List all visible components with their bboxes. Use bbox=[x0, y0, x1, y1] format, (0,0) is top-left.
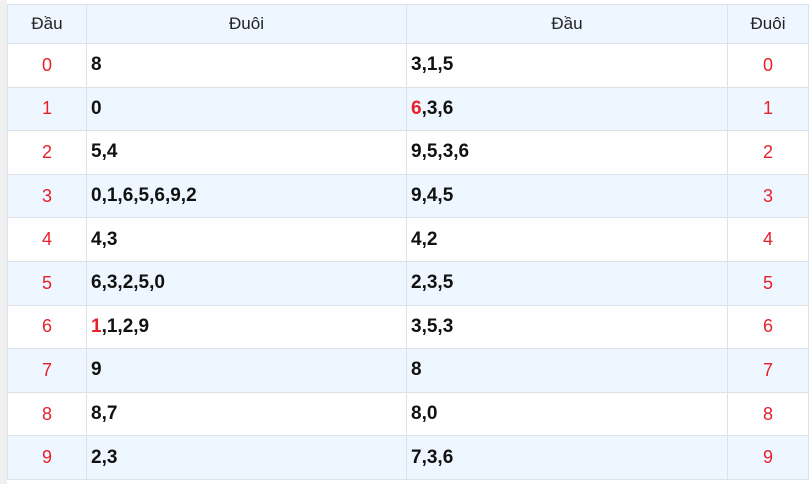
header-duoi-2: Đuôi bbox=[727, 4, 809, 44]
table-row: 7 9 8 7 bbox=[7, 348, 809, 393]
duoi-cell: 6,3,2,5,0 bbox=[86, 260, 407, 306]
cell-text: 6 bbox=[762, 316, 773, 337]
duoi-cell: 8,7 bbox=[86, 391, 407, 437]
cell-text: 8,0 bbox=[411, 403, 438, 425]
cell-text: 9 bbox=[762, 447, 773, 468]
dau-cell: 4 bbox=[7, 217, 87, 262]
cell-text: 3,5,3 bbox=[411, 315, 454, 337]
cell-text: 8,7 bbox=[91, 403, 118, 425]
duoi2-cell: 7 bbox=[727, 348, 809, 393]
cell-text: 5 bbox=[41, 272, 52, 293]
duoi2-cell: 3 bbox=[727, 173, 809, 219]
left-frame bbox=[0, 0, 7, 484]
duoi-cell: 4,3 bbox=[86, 217, 407, 262]
cell-text: 4,2 bbox=[411, 228, 438, 250]
dau2-cell: 4,2 bbox=[406, 217, 728, 262]
duoi2-cell: 8 bbox=[727, 391, 809, 437]
dau-cell: 8 bbox=[7, 391, 87, 437]
cell-text: 7 bbox=[41, 359, 52, 380]
cell-text: 4 bbox=[41, 229, 52, 250]
dau-cell: 3 bbox=[7, 173, 87, 219]
table-row: 5 6,3,2,5,0 2,3,5 5 bbox=[7, 260, 809, 306]
table-row: 9 2,3 7,3,6 9 bbox=[7, 435, 809, 480]
duoi-cell: 2,3 bbox=[86, 435, 407, 480]
dau2-cell: 8,0 bbox=[406, 391, 728, 437]
duoi-cell: 0 bbox=[86, 86, 407, 132]
cell-text: 2 bbox=[41, 141, 52, 162]
cell-text: ,1,2,9 bbox=[101, 315, 150, 337]
cell-text: 9,4,5 bbox=[411, 185, 454, 207]
cell-text: 2,3,5 bbox=[411, 272, 454, 294]
cell-text: 8 bbox=[762, 403, 773, 424]
cell-text: 9 bbox=[41, 447, 52, 468]
cell-text: 8 bbox=[411, 359, 422, 381]
dau-cell: 1 bbox=[7, 86, 87, 132]
cell-text: 2,3 bbox=[91, 446, 118, 468]
duoi2-cell: 2 bbox=[727, 130, 809, 175]
table-row: 1 0 6,3,6 1 bbox=[7, 86, 809, 132]
cell-text: 8 bbox=[91, 54, 102, 76]
dau-cell: 9 bbox=[7, 435, 87, 480]
cell-text: 7,3,6 bbox=[411, 446, 454, 468]
cell-text: 9,5,3,6 bbox=[411, 141, 470, 163]
dau2-cell: 9,4,5 bbox=[406, 173, 728, 219]
duoi2-cell: 6 bbox=[727, 304, 809, 350]
duoi-cell: 0,1,6,5,6,9,2 bbox=[86, 173, 407, 219]
cell-text: ,3,6 bbox=[421, 97, 454, 119]
cell-text: 4,3 bbox=[91, 228, 118, 250]
duoi2-cell: 0 bbox=[727, 43, 809, 88]
duoi-cell: 1,1,2,9 bbox=[86, 304, 407, 350]
highlight-digit: 1 bbox=[91, 315, 102, 337]
dau2-cell: 2,3,5 bbox=[406, 260, 728, 306]
cell-text: 0 bbox=[91, 97, 102, 119]
dau-cell: 6 bbox=[7, 304, 87, 350]
cell-text: 5 bbox=[762, 272, 773, 293]
cell-text: 3 bbox=[762, 185, 773, 206]
cell-text: 0 bbox=[762, 54, 773, 75]
duoi-cell: 5,4 bbox=[86, 130, 407, 175]
cell-text: 6 bbox=[41, 316, 52, 337]
dau-cell: 0 bbox=[7, 43, 87, 88]
cell-text: 2 bbox=[762, 141, 773, 162]
dau-cell: 7 bbox=[7, 348, 87, 393]
dau2-cell: 3,5,3 bbox=[406, 304, 728, 350]
header-dau: Đầu bbox=[7, 4, 87, 44]
cell-text: 6,3,2,5,0 bbox=[91, 272, 165, 294]
duoi-cell: 9 bbox=[86, 348, 407, 393]
cell-text: 8 bbox=[41, 403, 52, 424]
cell-text: 1 bbox=[762, 98, 773, 119]
header-dau-2: Đầu bbox=[406, 4, 728, 44]
header-row: Đầu Đuôi Đầu Đuôi bbox=[7, 4, 809, 44]
cell-text: 7 bbox=[762, 359, 773, 380]
cell-text: 9 bbox=[91, 359, 102, 381]
dau2-cell: 9,5,3,6 bbox=[406, 130, 728, 175]
duoi2-cell: 1 bbox=[727, 86, 809, 132]
dau2-cell: 7,3,6 bbox=[406, 435, 728, 480]
table-row: 6 1,1,2,9 3,5,3 6 bbox=[7, 304, 809, 350]
table-row: 2 5,4 9,5,3,6 2 bbox=[7, 130, 809, 175]
header-duoi: Đuôi bbox=[86, 4, 407, 44]
table-row: 4 4,3 4,2 4 bbox=[7, 217, 809, 262]
dau-cell: 5 bbox=[7, 260, 87, 306]
loto-table: Đầu Đuôi Đầu Đuôi 0 8 3,1,5 0 1 0 6,3,6 1 2 5,4 9,… bbox=[7, 4, 809, 480]
dau-cell: 2 bbox=[7, 130, 87, 175]
duoi2-cell: 5 bbox=[727, 260, 809, 306]
duoi2-cell: 9 bbox=[727, 435, 809, 480]
cell-text: 0 bbox=[41, 54, 52, 75]
duoi-cell: 8 bbox=[86, 43, 407, 88]
highlight-digit: 6 bbox=[411, 97, 422, 119]
table-row: 8 8,7 8,0 8 bbox=[7, 391, 809, 437]
dau2-cell: 8 bbox=[406, 348, 728, 393]
cell-text: 3 bbox=[41, 185, 52, 206]
dau2-cell: 6,3,6 bbox=[406, 86, 728, 132]
table-row: 3 0,1,6,5,6,9,2 9,4,5 3 bbox=[7, 173, 809, 219]
cell-text: 0,1,6,5,6,9,2 bbox=[91, 185, 197, 207]
duoi2-cell: 4 bbox=[727, 217, 809, 262]
table-row: 0 8 3,1,5 0 bbox=[7, 43, 809, 88]
cell-text: 1 bbox=[41, 98, 52, 119]
cell-text: 3,1,5 bbox=[411, 54, 454, 76]
cell-text: 4 bbox=[762, 229, 773, 250]
dau2-cell: 3,1,5 bbox=[406, 43, 728, 88]
cell-text: 5,4 bbox=[91, 141, 118, 163]
